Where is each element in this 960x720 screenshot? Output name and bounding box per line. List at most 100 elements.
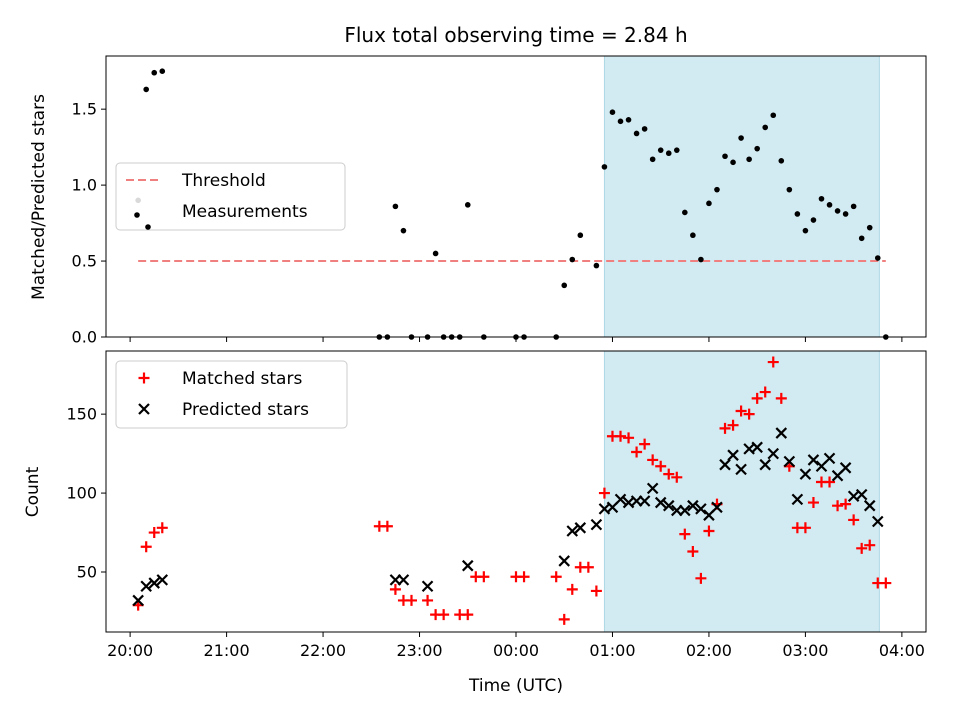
data-point [614, 493, 627, 506]
top-y-axis-label: Matched/Predicted stars [29, 94, 49, 300]
legend-box [115, 162, 346, 231]
legend-marker [145, 224, 151, 230]
data-point [759, 458, 771, 471]
data-point [738, 135, 744, 141]
data-point [598, 487, 610, 499]
data-point [518, 571, 530, 583]
y-tick-label: 50 [77, 563, 97, 582]
data-point [464, 202, 471, 208]
data-point [392, 203, 399, 210]
data-point [462, 609, 474, 621]
data-point [791, 493, 804, 506]
data-point [641, 126, 648, 132]
data-point [799, 522, 811, 534]
data-point [807, 454, 820, 466]
legend-label: Measurements [182, 202, 308, 222]
data-point [671, 471, 683, 483]
data-point [657, 147, 664, 153]
data-point [850, 203, 857, 210]
data-point [848, 514, 860, 526]
y-tick-label: 1.5 [72, 100, 97, 119]
data-point [550, 571, 562, 583]
data-point [818, 195, 825, 202]
data-point [802, 227, 809, 234]
data-point [719, 458, 731, 471]
x-tick-label: 02:00 [686, 641, 732, 660]
data-point [151, 69, 158, 76]
data-point [864, 539, 876, 551]
x-axis-label: Time (UTC) [468, 676, 563, 696]
data-point [794, 211, 801, 217]
data-point [422, 594, 434, 606]
data-point [663, 468, 675, 480]
data-point [148, 577, 161, 589]
x-tick-label: 23:00 [396, 641, 442, 660]
y-tick-label: 1.0 [72, 176, 97, 195]
bottom-series-matched-stars [132, 356, 892, 625]
data-point [682, 209, 688, 216]
data-point [631, 446, 643, 458]
data-point [855, 488, 868, 501]
top-legend: Threshold Measurements [115, 162, 346, 231]
y-tick-label: 100 [66, 484, 97, 503]
data-point [590, 518, 603, 531]
data-point [432, 250, 439, 257]
data-point [421, 580, 434, 592]
x-tick-label: 20:00 [107, 641, 153, 660]
y-tick-label: 0.5 [72, 252, 97, 271]
top-panel: 0.0 0.5 1.0 1.5 Threshold Measurements [72, 55, 927, 347]
data-point [156, 574, 169, 586]
data-point [695, 503, 707, 515]
data-point [856, 542, 868, 554]
data-point [623, 432, 635, 444]
data-point [679, 528, 691, 540]
bottom-y-axis-label: Count [23, 466, 43, 517]
data-point [132, 594, 144, 607]
x-tick-label: 22:00 [300, 641, 346, 660]
data-point [590, 585, 602, 597]
data-point [711, 501, 723, 514]
data-point [601, 164, 608, 170]
data-point [389, 583, 401, 595]
data-point [839, 462, 852, 474]
data-point [646, 482, 659, 495]
data-point [654, 496, 667, 509]
y-tick-label: 0.0 [72, 328, 97, 347]
data-point [569, 256, 576, 263]
data-point [558, 555, 571, 567]
data-point [143, 86, 149, 93]
data-point [783, 455, 796, 468]
data-point [558, 613, 570, 625]
top-series-measurements [135, 68, 889, 340]
data-point [638, 495, 651, 507]
data-point [561, 282, 568, 289]
data-point [754, 145, 760, 152]
data-point [159, 68, 166, 74]
data-point [593, 262, 600, 269]
data-point [679, 504, 691, 517]
data-point [832, 500, 844, 512]
data-point [767, 447, 780, 460]
data-point [863, 499, 876, 512]
bottom-legend: Matched stars Predicted stars [115, 360, 348, 429]
data-point [722, 153, 728, 160]
data-point [140, 541, 152, 553]
x-tick-label: 03:00 [782, 641, 828, 660]
data-point [770, 112, 777, 119]
data-point [478, 571, 490, 583]
data-point [397, 574, 410, 586]
data-point [727, 419, 739, 431]
bottom-series-predicted-stars [132, 427, 884, 607]
data-point [807, 497, 819, 509]
data-point [775, 392, 787, 404]
top-highlight-span [603, 55, 880, 338]
data-point [719, 422, 731, 434]
data-point [751, 441, 763, 454]
data-point [615, 430, 627, 442]
data-point [799, 468, 812, 480]
data-point [762, 124, 769, 131]
data-point [577, 232, 584, 239]
data-point [649, 156, 656, 163]
data-point [730, 159, 736, 166]
data-point [842, 211, 849, 217]
